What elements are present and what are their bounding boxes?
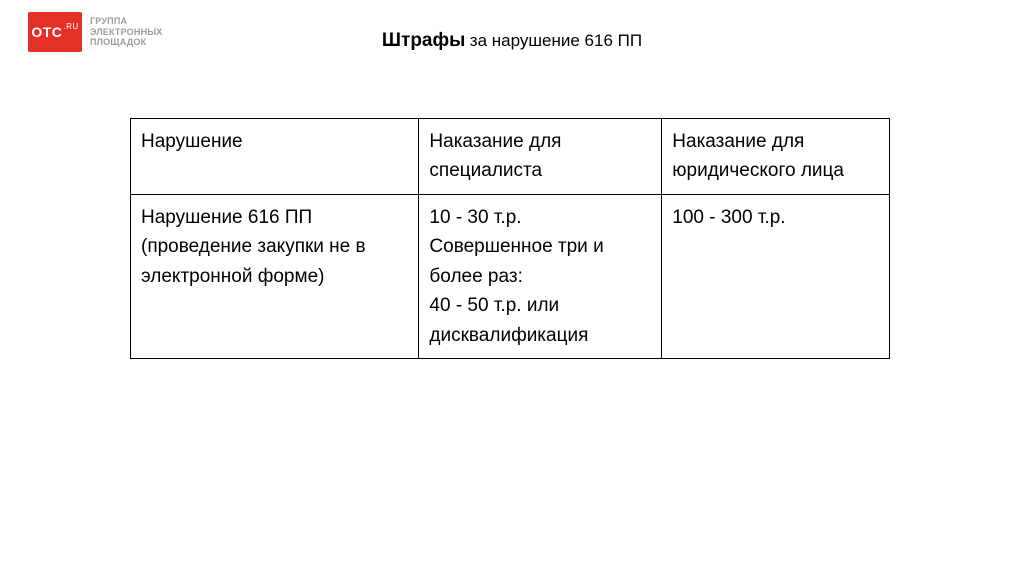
title-strong: Штрафы: [382, 30, 465, 51]
penalties-table: Нарушение Наказание для специалиста Нака…: [130, 118, 890, 359]
cell-r0-c0: Нарушение 616 ПП (проведение закупки не …: [131, 194, 419, 358]
title-rest: за нарушение 616 ПП: [470, 31, 642, 50]
page-title: Штрафы за нарушение 616 ПП: [0, 30, 1024, 52]
header-cell-2: Наказание для юридического лица: [662, 119, 890, 195]
table-header-row: Нарушение Наказание для специалиста Нака…: [131, 119, 890, 195]
table-body: Нарушение Наказание для специалиста Нака…: [131, 119, 890, 359]
logo-suffix: .RU: [63, 12, 78, 31]
cell-r0-c2: 100 - 300 т.р.: [662, 194, 890, 358]
penalties-table-wrap: Нарушение Наказание для специалиста Нака…: [130, 118, 890, 359]
table-row: Нарушение 616 ПП (проведение закупки не …: [131, 194, 890, 358]
slide-root: OTC .RU ГРУППА ЭЛЕКТРОННЫХ ПЛОЩАДОК Штра…: [0, 0, 1024, 576]
header-cell-0: Нарушение: [131, 119, 419, 195]
cell-r0-c1: 10 - 30 т.р. Совершенное три и более раз…: [419, 194, 662, 358]
header-cell-1: Наказание для специалиста: [419, 119, 662, 195]
